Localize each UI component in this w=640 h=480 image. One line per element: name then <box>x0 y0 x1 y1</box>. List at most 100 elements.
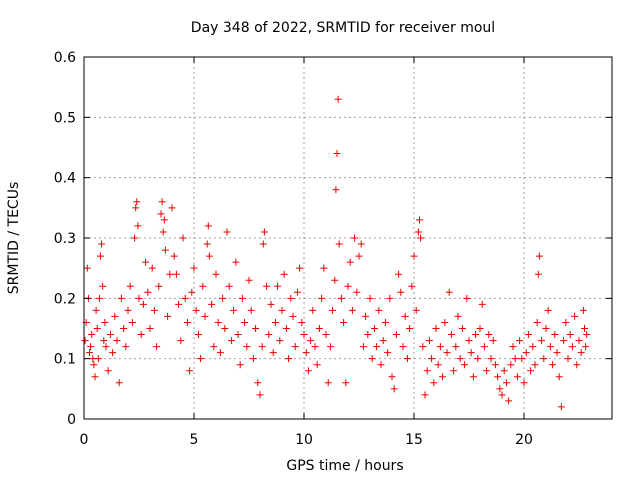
data-point <box>417 234 425 242</box>
data-point <box>362 312 370 320</box>
data-point <box>573 361 581 369</box>
data-point <box>126 282 134 290</box>
data-point <box>115 379 123 387</box>
data-point <box>221 325 229 332</box>
data-point <box>346 258 354 266</box>
data-point <box>88 331 96 339</box>
data-point <box>148 264 156 272</box>
data-point <box>113 337 121 345</box>
data-point <box>487 355 495 363</box>
data-point <box>302 349 310 357</box>
data-point <box>179 234 187 242</box>
data-point <box>234 331 242 339</box>
data-point <box>293 288 301 296</box>
data-point <box>324 379 332 387</box>
data-point <box>566 331 574 339</box>
data-point <box>161 246 169 254</box>
data-point <box>203 240 211 248</box>
data-point <box>225 282 233 290</box>
data-point <box>144 288 152 296</box>
data-point <box>133 198 141 206</box>
data-point <box>381 318 389 326</box>
data-point <box>274 282 282 290</box>
x-axis-label: GPS time / hours <box>286 458 403 474</box>
data-point <box>210 343 218 351</box>
data-point <box>401 312 409 320</box>
data-point <box>577 349 585 357</box>
data-point <box>81 337 89 345</box>
data-point <box>139 300 147 308</box>
data-point <box>245 276 253 284</box>
data-point <box>549 361 557 369</box>
data-point <box>204 222 212 230</box>
data-point <box>94 355 102 363</box>
data-point <box>335 240 343 248</box>
data-point <box>461 361 469 369</box>
y-tick-label: 0.6 <box>54 50 76 66</box>
data-point <box>452 343 460 351</box>
y-tick-label: 0.3 <box>54 231 76 247</box>
data-point <box>445 288 453 296</box>
data-point <box>153 343 161 351</box>
data-point <box>190 264 198 272</box>
data-point <box>331 276 339 284</box>
data-point <box>100 337 108 345</box>
data-point <box>485 331 493 339</box>
data-point <box>434 361 442 369</box>
data-point <box>150 306 158 314</box>
data-point <box>533 318 541 326</box>
data-point <box>375 306 383 314</box>
data-point <box>403 355 411 363</box>
data-point <box>258 343 266 351</box>
data-point <box>534 270 542 278</box>
data-point <box>111 312 119 320</box>
data-point <box>315 325 323 332</box>
data-point <box>238 294 246 302</box>
data-point <box>243 343 251 351</box>
data-point <box>386 294 394 302</box>
data-point <box>340 318 348 326</box>
data-point <box>581 325 588 332</box>
data-point <box>509 343 517 351</box>
data-point <box>95 294 103 302</box>
data-point <box>527 367 535 375</box>
data-point <box>199 282 207 290</box>
data-point <box>344 282 352 290</box>
data-point <box>489 337 497 345</box>
data-point <box>472 331 480 339</box>
data-point <box>267 300 275 308</box>
data-point <box>351 234 359 242</box>
data-point <box>282 325 290 332</box>
data-point <box>505 397 513 405</box>
data-point <box>395 270 403 278</box>
data-point <box>399 343 407 351</box>
data-point <box>241 318 249 326</box>
data-point <box>370 325 378 332</box>
data-point <box>423 367 431 375</box>
data-point <box>164 312 172 320</box>
data-point <box>463 294 471 302</box>
data-point <box>230 306 238 314</box>
data-point <box>214 318 222 326</box>
data-point <box>97 252 104 260</box>
data-point <box>227 337 235 345</box>
data-point <box>205 252 213 260</box>
data-point <box>132 204 140 212</box>
y-tick-label: 0.1 <box>54 352 76 368</box>
data-point <box>560 337 568 345</box>
data-point <box>428 355 436 363</box>
y-axis-label: SRMTID / TECUs <box>6 182 22 295</box>
data-point <box>334 95 342 103</box>
data-point <box>406 325 414 332</box>
data-point <box>128 318 136 326</box>
data-point <box>223 228 231 236</box>
data-point <box>194 331 202 339</box>
data-point <box>252 325 260 332</box>
y-tick-label: 0.5 <box>54 110 76 126</box>
data-point <box>98 240 106 248</box>
data-point <box>249 355 257 363</box>
data-point <box>333 150 341 158</box>
data-point <box>355 252 363 260</box>
data-point <box>467 349 475 357</box>
x-tick-label: 15 <box>405 432 423 448</box>
